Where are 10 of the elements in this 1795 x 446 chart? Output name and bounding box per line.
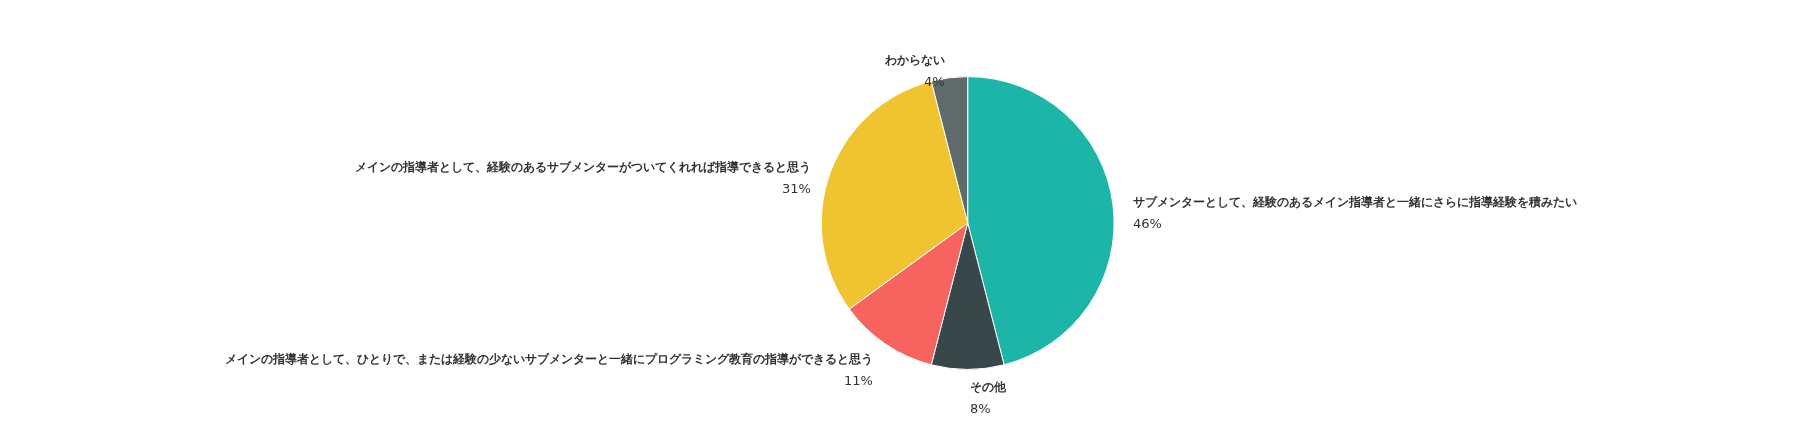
data-label: 4% [924, 74, 945, 89]
slice-label: サブメンターとして、経験のあるメイン指導者と一緒にさらに指導経験を積みたい [1133, 195, 1577, 209]
data-label: 46% [1133, 216, 1162, 231]
slice-label: メインの指導者として、経験のあるサブメンターがついてくれれば指導できると思う [355, 160, 811, 174]
data-label: 11% [844, 373, 873, 388]
slice-label: わからない [884, 53, 945, 67]
data-label: 8% [970, 401, 991, 416]
slice-label: メインの指導者として、ひとりで、または経験の少ないサブメンターと一緒にプログラミング教育の指導ができると思う [225, 352, 873, 366]
data-label: 31% [782, 181, 811, 196]
slice-label: その他 [970, 380, 1007, 394]
